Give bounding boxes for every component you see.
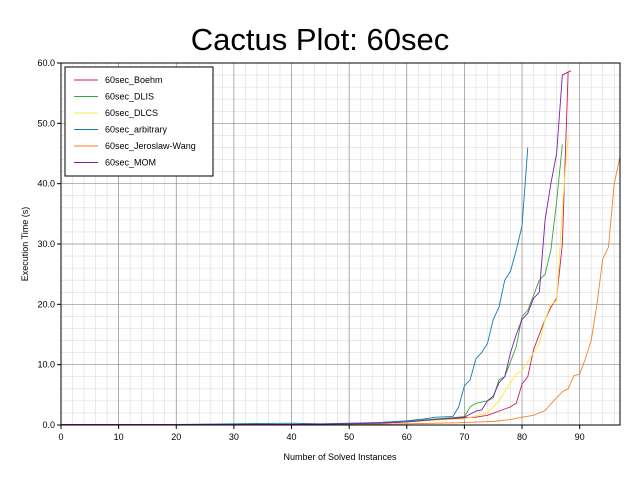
x-tick-label: 90 — [575, 432, 585, 442]
legend: 60sec_Boehm 60sec_DLIS 60sec_DLCS 60sec_arb… — [64, 66, 214, 177]
x-tick-label: 20 — [171, 432, 181, 442]
y-tick-label: 50.0 — [37, 118, 55, 128]
x-tick-label: 70 — [459, 432, 469, 442]
y-tick-label: 30.0 — [37, 239, 55, 249]
legend-entry-1: 60sec_DLIS — [105, 92, 154, 102]
x-tick-label: 40 — [287, 432, 297, 442]
legend-entry-3: 60sec_arbitrary — [105, 125, 168, 135]
chart-title: Cactus Plot: 60sec — [191, 22, 449, 57]
y-tick-label: 40.0 — [37, 179, 55, 189]
x-tick-label: 60 — [402, 432, 412, 442]
x-tick-label: 0 — [58, 432, 63, 442]
series-line-4 — [61, 156, 621, 425]
y-tick-label: 0.0 — [42, 420, 55, 430]
y-tick-label: 10.0 — [37, 360, 55, 370]
legend-entry-0: 60sec_Boehm — [105, 75, 163, 85]
series-layer — [61, 70, 621, 425]
legend-entry-2: 60sec_DLCS — [105, 108, 158, 118]
x-tick-label: 10 — [114, 432, 124, 442]
y-tick-label: 60.0 — [37, 58, 55, 68]
series-line-3 — [61, 147, 529, 425]
x-tick-label: 30 — [229, 432, 239, 442]
x-tick-label: 50 — [344, 432, 354, 442]
tick-layer: 0 10 20 30 40 50 60 70 80 90 0.0 10.0 20.0 30.0 40.0 50… — [37, 58, 584, 442]
y-axis-label: Execution Time (s) — [20, 207, 30, 282]
x-axis-label: Number of Solved Instances — [283, 452, 397, 462]
series-line-5 — [61, 71, 569, 425]
legend-entry-4: 60sec_Jeroslaw-Wang — [105, 141, 196, 151]
legend-box — [64, 66, 214, 177]
x-tick-label: 80 — [517, 432, 527, 442]
legend-entry-5: 60sec_MOM — [105, 158, 156, 168]
y-tick-label: 20.0 — [37, 299, 55, 309]
